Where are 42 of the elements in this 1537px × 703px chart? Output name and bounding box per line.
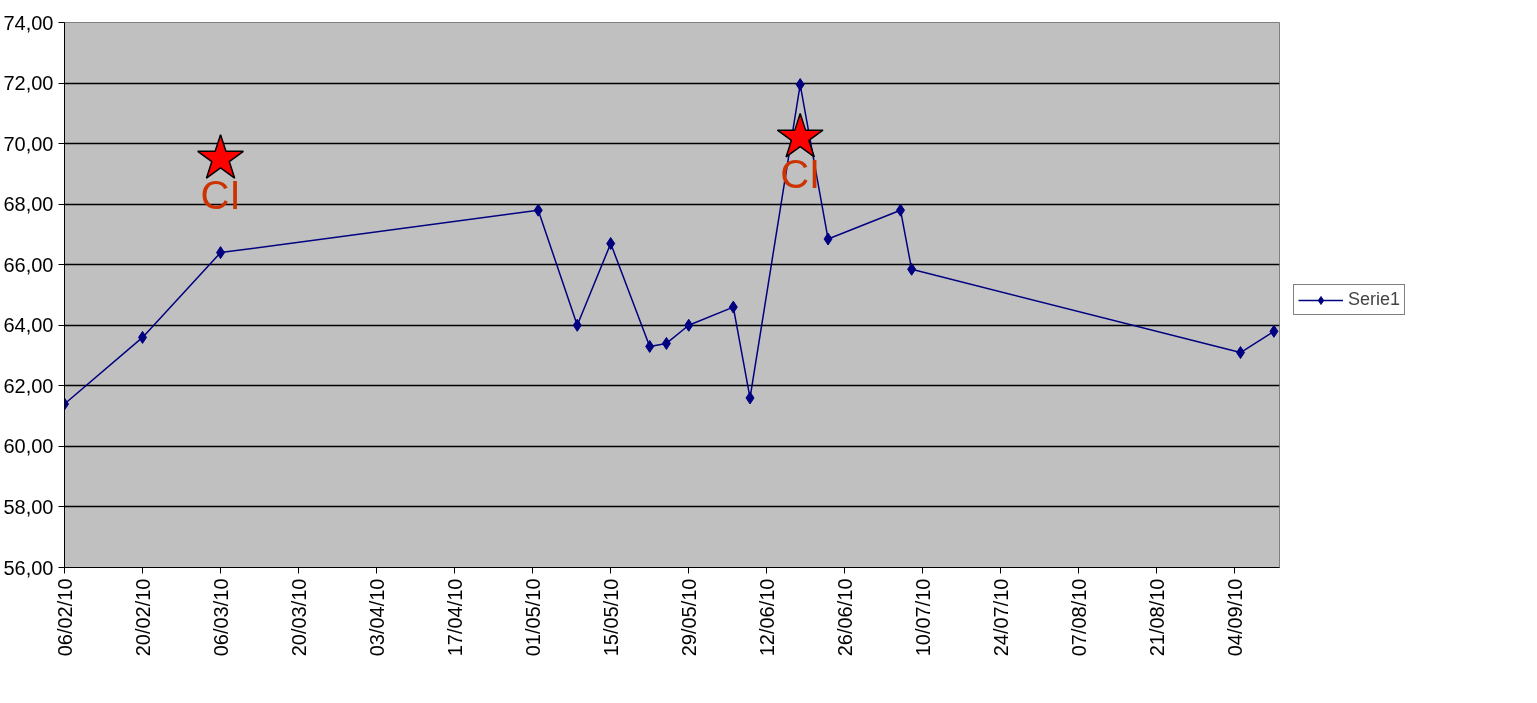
y-tick-label: 60,00 [3, 435, 54, 458]
point [1235, 346, 1245, 360]
y-tick-label: 56,00 [3, 556, 54, 579]
point [823, 232, 833, 246]
point [216, 246, 226, 260]
point [745, 391, 755, 405]
x-tick-label: 26/06/10 [833, 578, 856, 657]
y-tick-label: 68,00 [3, 193, 54, 216]
x-tick-label: 06/02/10 [53, 578, 76, 657]
point [533, 203, 543, 217]
x-tick-label: 03/04/10 [365, 578, 388, 657]
point [795, 78, 805, 92]
y-tick-label: 64,00 [3, 314, 54, 337]
y-tick-label: 58,00 [3, 495, 54, 518]
x-tick-label: 20/02/10 [131, 578, 154, 657]
y-tick-label: 62,00 [3, 374, 54, 397]
y-tick-label: 72,00 [3, 72, 54, 95]
x-tick-label: 29/05/10 [677, 578, 700, 657]
x-tick-label: 17/04/10 [443, 578, 466, 657]
point [728, 300, 738, 314]
y-tick-label: 74,00 [3, 11, 54, 34]
legend-label: Serie1 [1348, 289, 1401, 310]
y-tick-label: 70,00 [3, 132, 54, 155]
point [661, 336, 671, 350]
x-tick-label: 15/05/10 [599, 578, 622, 657]
y-tick-label: 66,00 [3, 253, 54, 276]
x-tick-label: 01/05/10 [521, 578, 544, 657]
x-tick-label: 20/03/10 [287, 578, 310, 657]
x-tick-label: 24/07/10 [989, 578, 1012, 657]
point [1269, 324, 1279, 338]
point [572, 318, 582, 332]
point [907, 262, 917, 276]
x-tick-label: 04/09/10 [1223, 578, 1246, 657]
point [606, 237, 616, 251]
point [896, 203, 906, 217]
x-tick-label: 21/08/10 [1145, 578, 1168, 657]
x-tick-label: 06/03/10 [209, 578, 232, 657]
point [684, 318, 694, 332]
point [645, 339, 655, 353]
x-tick-label: 10/07/10 [911, 578, 934, 657]
x-tick-label: 12/06/10 [755, 578, 778, 657]
x-tick-label: 07/08/10 [1067, 578, 1090, 657]
